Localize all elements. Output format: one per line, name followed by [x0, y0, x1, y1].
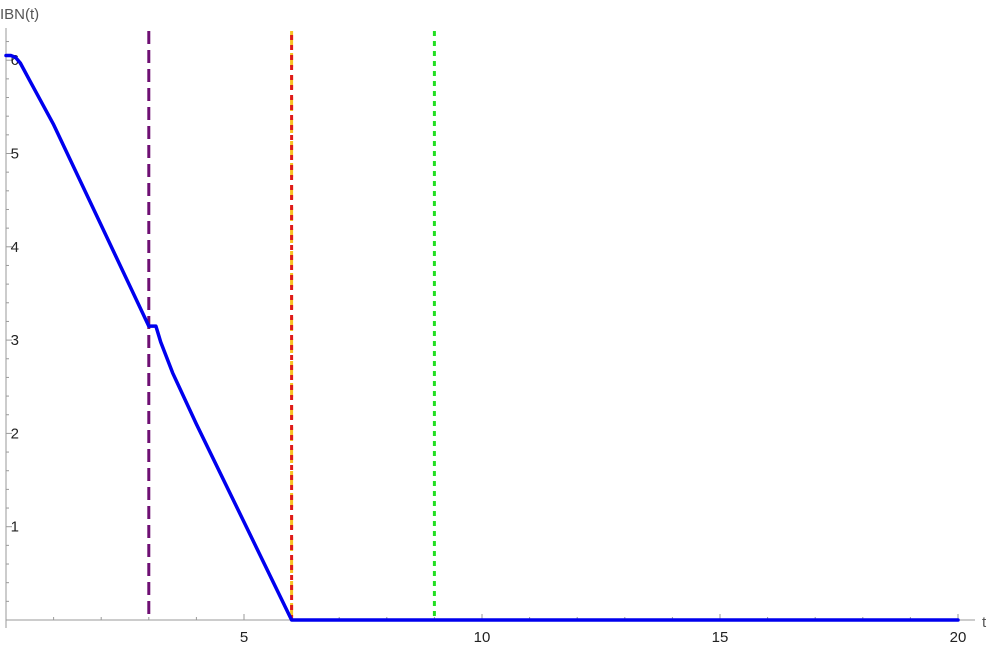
series-line-1	[4, 53, 960, 622]
reference-lines	[147, 31, 436, 620]
y-axis-title: IBN(t)	[0, 6, 39, 23]
y-ticks: 1 2 3 4 5 6	[6, 41, 19, 602]
x-tick-label: 10	[474, 629, 491, 645]
axes: 5 10 15 20 1 2 3 4 5 6	[5, 28, 975, 645]
y-tick-label: 5	[11, 146, 19, 163]
y-tick-label: 3	[11, 332, 19, 349]
y-tick-label: 6	[11, 52, 19, 69]
x-tick-label: 20	[950, 629, 967, 645]
y-tick-label: 2	[11, 425, 19, 442]
x-tick-label: 5	[240, 629, 248, 645]
y-tick-label: 1	[11, 519, 19, 536]
series-group	[4, 53, 960, 622]
x-tick-label: 15	[712, 629, 729, 645]
x-axis-title: t	[982, 614, 987, 631]
y-tick-label: 4	[11, 239, 19, 256]
